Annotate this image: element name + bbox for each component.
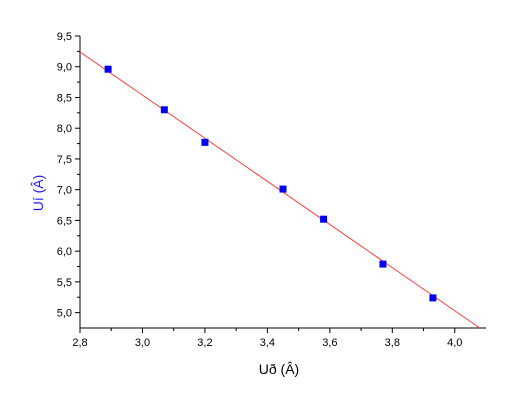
x-tick-labels: 2,8 3,0 3,2 3,4 3,6 3,8 4,0 [72,337,462,349]
data-point [201,138,209,146]
x-tick-label: 4,0 [447,337,462,349]
y-tick-label: 8,0 [57,123,72,135]
y-axis-label: Uí (Â) [30,175,46,212]
y-tick-label: 6,0 [57,246,72,258]
x-tick-label: 3,2 [197,337,212,349]
y-tick-label: 6,5 [57,215,72,227]
x-tick-label: 2,8 [72,337,87,349]
y-tick-labels: 5,0 5,5 6,0 6,5 7,0 7,5 8,0 8,5 9,0 9,5 [57,31,72,320]
data-point [279,185,287,193]
data-point [104,65,112,73]
y-tick-label: 5,0 [57,308,72,320]
y-tick-label: 9,0 [57,62,72,74]
x-axis-label: Uð (Â) [259,361,299,377]
y-tick-label: 8,5 [57,92,72,104]
x-tick-label: 3,0 [135,337,150,349]
y-tick-label: 7,5 [57,154,72,166]
x-tick-label: 3,4 [260,337,275,349]
x-tick-label: 3,6 [322,337,337,349]
data-point [379,260,387,268]
axes [75,35,486,333]
x-tick-label: 3,8 [385,337,400,349]
y-tick-label: 5,5 [57,277,72,289]
data-point [429,294,437,302]
y-tick-label: 7,0 [57,185,72,197]
y-tick-label: 9,5 [57,31,72,43]
data-point [320,215,328,223]
data-point [160,106,168,114]
data-points-layer [104,65,437,302]
